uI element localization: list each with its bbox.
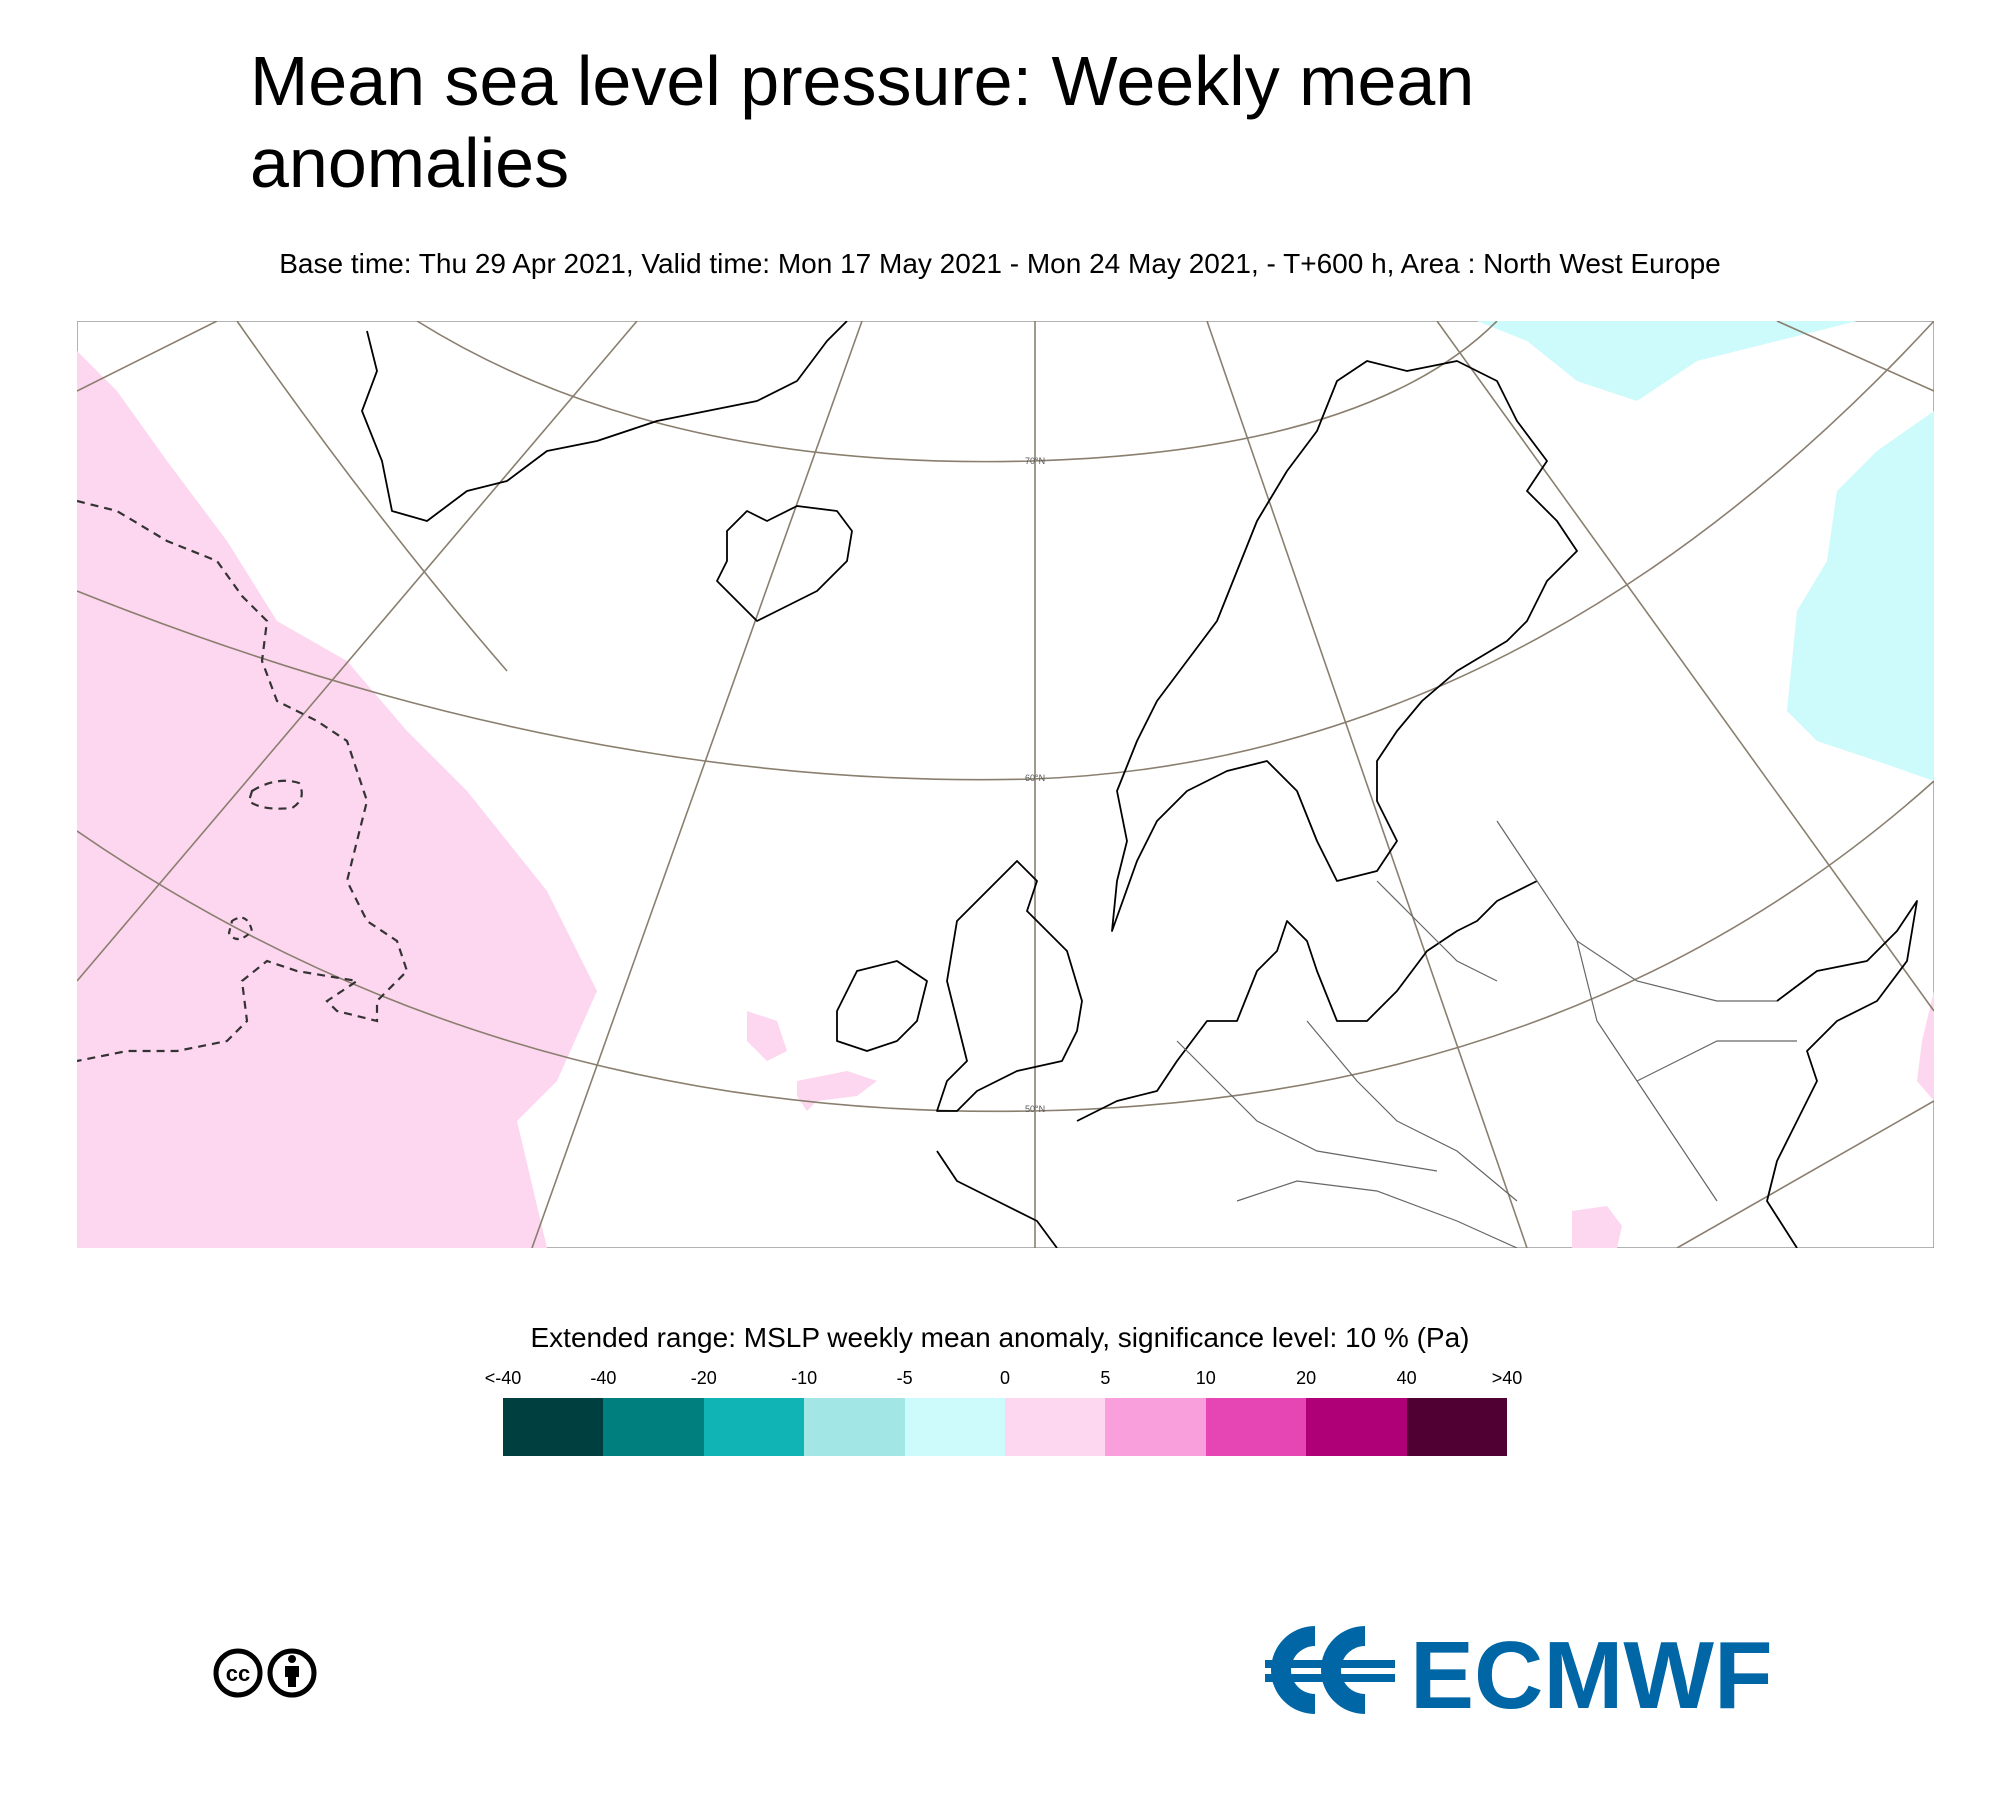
meridian-10e [1206, 321, 1528, 1248]
parallel-50n [77, 780, 1934, 1113]
map-subtitle: Base time: Thu 29 Apr 2021, Valid time: … [279, 248, 1721, 279]
iberia-coast [936, 1150, 1058, 1248]
legend-label-3: -10 [791, 1368, 818, 1388]
legend-label-4: -5 [896, 1368, 913, 1388]
legend-swatch [603, 1398, 704, 1456]
legend-swatch [1105, 1398, 1206, 1456]
legend-swatch [904, 1398, 1006, 1456]
positive-anomaly-balkan [1572, 1206, 1622, 1248]
svg-text:cc: cc [226, 1661, 250, 1686]
british-isles-coast [936, 860, 1083, 1112]
cc-by-icon: cc [213, 1648, 317, 1698]
legend-swatch [1205, 1398, 1307, 1456]
black-sea-coast [1766, 900, 1918, 1248]
meridian-far-east [1676, 1100, 1934, 1248]
meridian-20w [531, 321, 863, 1248]
legend-label-10: >40 [1491, 1368, 1523, 1388]
positive-anomaly-west [77, 351, 597, 1248]
legend-colorbar [503, 1398, 1508, 1456]
positive-anomaly-patch-2 [797, 1071, 877, 1111]
legend-label-2: -20 [690, 1368, 717, 1388]
negative-anomaly-northeast [1477, 321, 1934, 781]
legend-label-9: 40 [1396, 1368, 1417, 1388]
legend-title: Extended range: MSLP weekly mean anomaly… [530, 1322, 1470, 1353]
continent-coast [1076, 880, 1538, 1122]
parallel-60n [77, 321, 1934, 781]
graticule [77, 321, 1934, 1248]
meridian-west-arc [236, 321, 508, 672]
legend-labels: <-40 -40 -20 -10 -5 0 5 10 20 40 >40 [485, 1368, 1523, 1392]
legend-label-6: 5 [1100, 1368, 1111, 1388]
legend-swatch [703, 1398, 805, 1456]
legend-label-5: 0 [999, 1368, 1011, 1388]
legend-swatch [804, 1398, 905, 1456]
legend-label-0: <-40 [484, 1368, 522, 1388]
positive-anomaly-east [1917, 991, 1934, 1101]
significance-contour [77, 499, 409, 1063]
negative-anomaly-northeast-2 [1477, 321, 1857, 401]
ecmwf-logo: ECMWF [1265, 1622, 1773, 1720]
positive-anomaly-patch-1 [747, 1011, 787, 1061]
meridian-30e [1776, 321, 1934, 392]
legend-swatch [1406, 1398, 1508, 1456]
meridian-20e [1436, 321, 1934, 1012]
lat-label-60: 60°N [1025, 773, 1045, 783]
lat-label-70: 70°N [1025, 456, 1045, 466]
parallel-70n [416, 321, 1498, 463]
greenland-coast [361, 321, 848, 522]
country-borders [1176, 820, 1797, 1248]
scandinavia-coast [1111, 360, 1578, 932]
legend-label-7: 10 [1195, 1368, 1216, 1388]
anomaly-map: 70°N 60°N 50°N [77, 321, 1934, 1248]
iceland-coast [716, 505, 853, 622]
legend-label-1: -40 [590, 1368, 617, 1388]
coastlines [361, 321, 1918, 1248]
ireland-coast [836, 960, 928, 1052]
legend-swatch [1005, 1398, 1106, 1456]
legend-swatch [503, 1398, 604, 1456]
meridian-30w [77, 321, 638, 982]
meridian-40w [77, 321, 218, 392]
legend-label-8: 20 [1296, 1368, 1317, 1388]
page-title: Mean sea level pressure: Weekly mean ano… [250, 42, 1475, 202]
legend-swatch [1306, 1398, 1407, 1456]
logo-text: ECMWF [1410, 1622, 1773, 1720]
lat-label-50: 50°N [1025, 1104, 1045, 1114]
